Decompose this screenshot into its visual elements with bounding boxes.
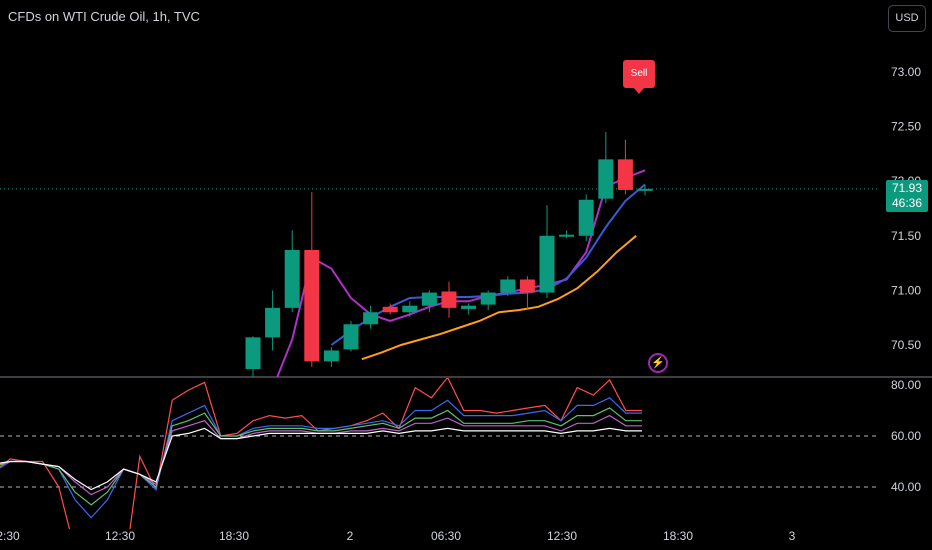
oscillator-series-5 bbox=[0, 427, 642, 491]
candle-body bbox=[461, 305, 477, 309]
candle-body bbox=[519, 279, 535, 293]
candle-body bbox=[284, 249, 300, 308]
lightning-icon[interactable]: ⚡ bbox=[648, 353, 668, 373]
oscillator-tick-label: 60.00 bbox=[891, 429, 921, 443]
sell-label: Sell bbox=[630, 68, 648, 79]
bar-countdown: 46:36 bbox=[891, 196, 923, 210]
axis-labels: 73.0072.5072.0071.5071.0070.5080.0060.00… bbox=[0, 65, 921, 543]
candle-body bbox=[245, 337, 261, 370]
price-tick-label: 72.50 bbox=[891, 120, 921, 134]
price-tick-label: 71.00 bbox=[891, 283, 921, 297]
oscillator-series-1 bbox=[0, 378, 642, 529]
time-tick-label: 2 bbox=[347, 529, 354, 543]
candle-body bbox=[323, 350, 339, 362]
candle-body bbox=[480, 292, 496, 305]
price-tick-label: 73.00 bbox=[891, 65, 921, 79]
candle-body bbox=[441, 291, 457, 308]
oscillator-pane bbox=[0, 378, 880, 529]
oscillator-tick-label: 40.00 bbox=[891, 480, 921, 494]
time-tick-label: 12:30 bbox=[547, 529, 577, 543]
oscillator-series-2 bbox=[0, 397, 642, 519]
candle-body bbox=[304, 249, 320, 362]
candle-body bbox=[265, 307, 281, 338]
ma-fast-line bbox=[330, 183, 646, 346]
candles bbox=[245, 132, 653, 377]
candle-body bbox=[500, 279, 516, 293]
candle-body bbox=[578, 199, 594, 236]
time-tick-label: 12:30 bbox=[105, 529, 135, 543]
time-tick-label: 2:30 bbox=[0, 529, 20, 543]
candle-body bbox=[382, 306, 398, 313]
candle-body bbox=[559, 234, 575, 237]
oscillator-tick-label: 80.00 bbox=[891, 378, 921, 392]
candle-body bbox=[363, 312, 379, 325]
current-price-tag: 71.93 46:36 bbox=[886, 180, 928, 212]
candle-body bbox=[637, 188, 653, 191]
price-tick-label: 70.50 bbox=[891, 338, 921, 352]
price-pane bbox=[245, 132, 653, 377]
price-tick-label: 71.50 bbox=[891, 229, 921, 243]
chart-title: CFDs on WTI Crude Oil, 1h, TVC bbox=[8, 9, 200, 24]
oscillator-series-3 bbox=[0, 407, 642, 506]
time-tick-label: 3 bbox=[789, 529, 796, 543]
oscillator-series-4 bbox=[0, 414, 642, 496]
time-tick-label: 06:30 bbox=[431, 529, 461, 543]
candle-body bbox=[539, 235, 555, 293]
ma-slow-line bbox=[361, 235, 637, 361]
time-tick-label: 18:30 bbox=[219, 529, 249, 543]
gridlines bbox=[0, 188, 932, 378]
sell-signal-badge[interactable]: Sell bbox=[623, 60, 655, 94]
candle-body bbox=[421, 292, 437, 306]
candle-body bbox=[598, 159, 614, 199]
time-tick-label: 18:30 bbox=[663, 529, 693, 543]
current-price: 71.93 bbox=[891, 181, 923, 195]
candle-body bbox=[617, 159, 633, 190]
candle-body bbox=[343, 324, 359, 350]
candle-body bbox=[402, 305, 418, 313]
currency-button[interactable]: USD bbox=[888, 5, 926, 32]
